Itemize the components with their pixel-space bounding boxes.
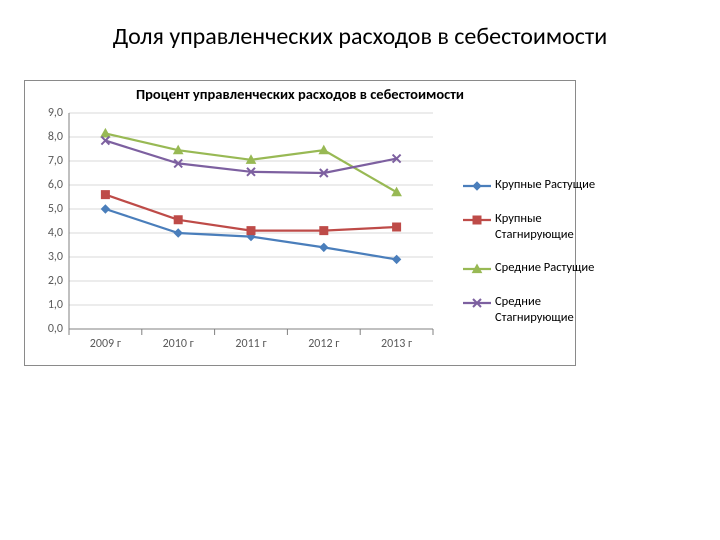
y-axis-tick-label: 5,0 xyxy=(29,202,63,216)
legend-label: Средние Растущие xyxy=(495,260,594,276)
legend-swatch xyxy=(463,262,491,276)
legend-label: Крупные Растущие xyxy=(495,177,595,193)
y-axis-tick-label: 2,0 xyxy=(29,274,63,288)
x-axis-tick-label: 2010 г xyxy=(163,337,194,351)
y-axis-tick-label: 0,0 xyxy=(29,322,63,336)
chart-plot-area: 0,01,02,03,04,05,06,07,08,09,02009 г2010… xyxy=(69,113,433,329)
x-axis-tick-label: 2012 г xyxy=(308,337,339,351)
legend-swatch xyxy=(463,213,491,227)
legend-item: Средние Стагнирующие xyxy=(463,294,599,325)
x-axis-tick-label: 2013 г xyxy=(381,337,412,351)
y-axis-tick-label: 7,0 xyxy=(29,154,63,168)
legend-item: Средние Растущие xyxy=(463,260,599,276)
chart-container: Процент управленческих расходов в себест… xyxy=(24,80,576,366)
page-title: Доля управленческих расходов в себестоим… xyxy=(0,22,720,51)
chart-title: Процент управленческих расходов в себест… xyxy=(25,85,575,103)
legend-item: Крупные Растущие xyxy=(463,177,599,193)
y-axis-tick-label: 6,0 xyxy=(29,178,63,192)
x-axis-tick-label: 2011 г xyxy=(235,337,266,351)
page: Доля управленческих расходов в себестоим… xyxy=(0,0,720,540)
legend-swatch xyxy=(463,179,491,193)
legend-swatch xyxy=(463,296,491,310)
x-axis-tick-label: 2009 г xyxy=(90,337,121,351)
chart-legend: Крупные Растущие Крупные Стагнирующие Сред… xyxy=(463,177,599,344)
legend-label: Средние Стагнирующие xyxy=(495,294,599,325)
y-axis-tick-label: 3,0 xyxy=(29,250,63,264)
y-axis-tick-label: 8,0 xyxy=(29,130,63,144)
legend-label: Крупные Стагнирующие xyxy=(495,211,599,242)
y-axis-tick-label: 9,0 xyxy=(29,106,63,120)
y-axis-tick-label: 4,0 xyxy=(29,226,63,240)
y-axis-tick-label: 1,0 xyxy=(29,298,63,312)
legend-item: Крупные Стагнирующие xyxy=(463,211,599,242)
